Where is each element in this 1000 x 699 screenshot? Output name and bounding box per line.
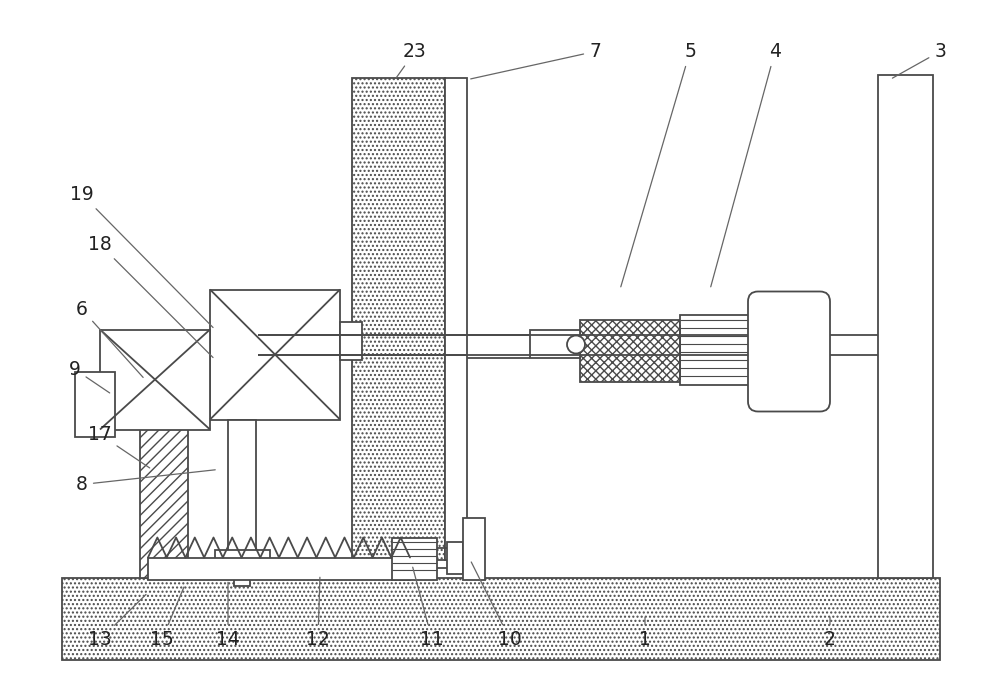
Bar (62, 577, 940, 659)
FancyBboxPatch shape (748, 291, 830, 412)
Text: 2: 2 (824, 617, 836, 649)
Bar (340, 322, 362, 359)
Bar (75, 371, 115, 436)
Bar (228, 419, 256, 565)
Text: 3: 3 (892, 42, 946, 78)
Bar (352, 78, 445, 559)
Bar (580, 319, 680, 382)
Bar (680, 315, 762, 384)
Bar (530, 329, 580, 357)
Text: 17: 17 (88, 425, 150, 468)
Bar (140, 410, 188, 577)
Text: 23: 23 (397, 42, 427, 78)
Bar (234, 568, 250, 586)
Text: 15: 15 (150, 587, 184, 649)
Text: 14: 14 (216, 582, 240, 649)
Text: 18: 18 (88, 235, 213, 357)
Bar (447, 542, 463, 573)
Text: 10: 10 (471, 562, 522, 649)
Text: 7: 7 (471, 42, 601, 79)
Text: 19: 19 (70, 185, 213, 328)
Bar (392, 538, 437, 579)
Bar (445, 78, 467, 559)
Text: 8: 8 (76, 470, 215, 494)
Text: 4: 4 (711, 42, 781, 287)
Text: 5: 5 (621, 42, 696, 287)
Text: 13: 13 (88, 594, 146, 649)
Circle shape (567, 336, 585, 354)
Text: 6: 6 (76, 300, 143, 377)
Bar (148, 558, 410, 579)
Bar (100, 329, 210, 429)
Text: 9: 9 (69, 360, 110, 393)
Bar (210, 289, 340, 419)
Bar (215, 549, 270, 568)
Text: 11: 11 (413, 567, 444, 649)
Text: 1: 1 (639, 617, 651, 649)
Bar (878, 75, 933, 577)
Text: 12: 12 (306, 577, 330, 649)
Bar (463, 517, 485, 579)
